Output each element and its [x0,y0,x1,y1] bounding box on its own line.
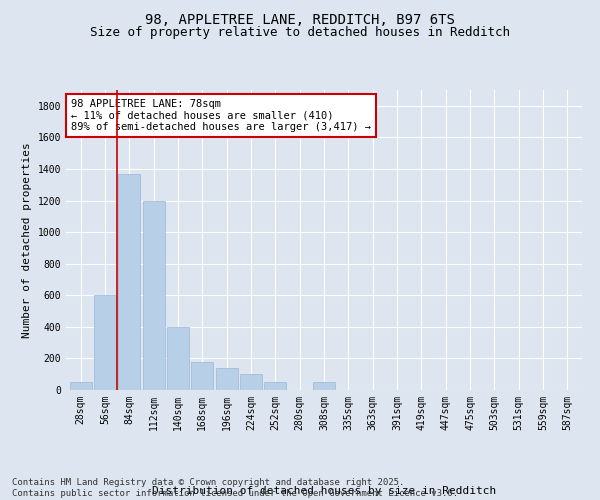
Bar [215,368,238,390]
Bar [167,327,189,390]
Bar [143,200,164,390]
Text: Size of property relative to detached houses in Redditch: Size of property relative to detached ho… [90,26,510,39]
X-axis label: Distribution of detached houses by size in Redditch: Distribution of detached houses by size … [152,486,496,496]
Bar [240,374,262,390]
Bar [118,174,140,390]
Bar [191,362,213,390]
Bar [70,382,92,390]
Y-axis label: Number of detached properties: Number of detached properties [22,142,32,338]
Bar [94,296,116,390]
Text: 98 APPLETREE LANE: 78sqm
← 11% of detached houses are smaller (410)
89% of semi-: 98 APPLETREE LANE: 78sqm ← 11% of detach… [71,99,371,132]
Bar [265,382,286,390]
Text: 98, APPLETREE LANE, REDDITCH, B97 6TS: 98, APPLETREE LANE, REDDITCH, B97 6TS [145,12,455,26]
Text: Contains HM Land Registry data © Crown copyright and database right 2025.
Contai: Contains HM Land Registry data © Crown c… [12,478,458,498]
Bar [313,382,335,390]
